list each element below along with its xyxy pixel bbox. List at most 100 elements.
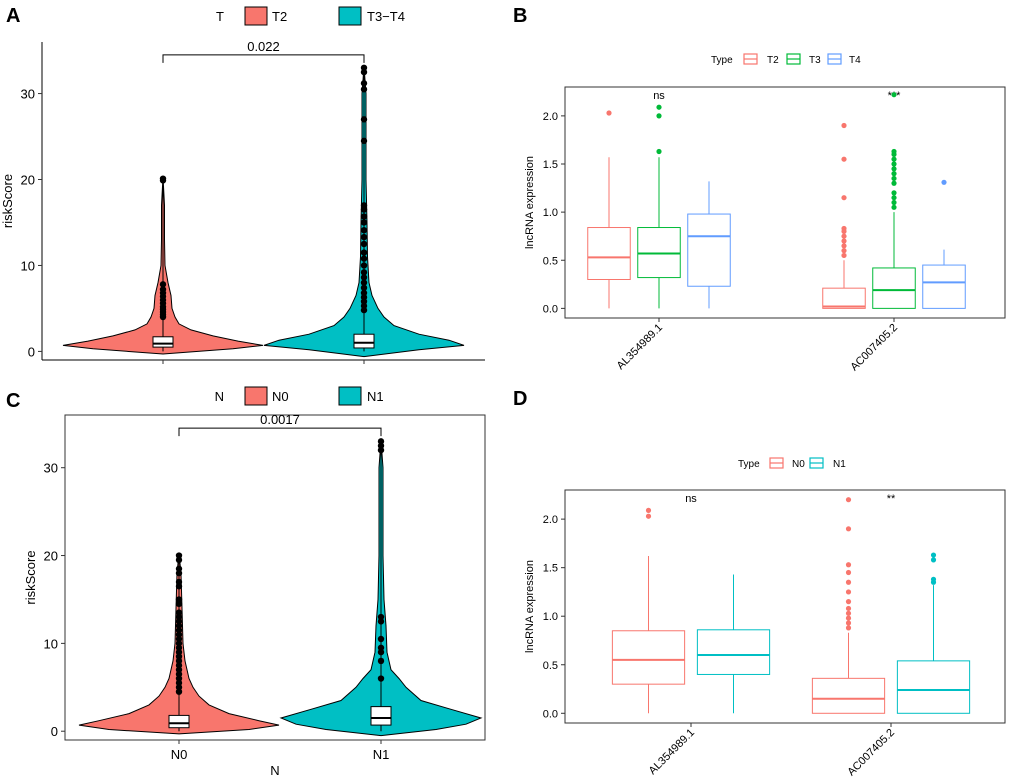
box-body [587,227,631,280]
outlier-point [845,615,852,621]
outlier-point [360,233,368,241]
violin-group [263,64,465,358]
outlier-point [159,281,167,288]
y-tick-label: 30 [44,461,58,476]
outlier-point [845,620,852,626]
outlier-point [891,148,897,155]
panel-letter: A [6,5,20,27]
violin-box [353,333,375,349]
y-tick-label: 1.5 [543,159,558,171]
legend-title: Type [711,55,733,66]
y-tick-label: 0 [51,724,58,739]
outlier-point [841,122,847,129]
outlier-point [360,213,368,220]
outlier-point [360,279,368,286]
outlier-point [845,589,852,595]
legend-label: N1 [367,389,384,404]
legend-label: T3 [809,55,821,66]
x-tick-label: N1 [373,747,390,762]
outlier-point [360,64,368,71]
outlier-point [841,248,847,254]
box-body [922,264,966,309]
outlier-point [360,240,368,248]
outlier-point [377,438,385,445]
legend-key-swatch [338,386,362,406]
violin-group [78,552,280,735]
box-body [811,677,886,714]
outlier-point [175,675,183,682]
outlier-point [656,113,662,119]
comparison-bracket [178,427,382,437]
outlier-point [930,557,937,563]
box-n0 [811,497,886,714]
outlier-point [841,156,847,162]
violin-box [370,706,392,726]
outlier-point [175,583,183,590]
y-tick-label: 2.0 [543,514,558,526]
outlier-point [377,613,385,621]
x-tick-label: AC007405.2 [848,322,900,374]
outlier-point [360,284,368,292]
legend-label: T4 [849,55,861,66]
outlier-point [360,116,368,123]
violin-box [152,336,174,348]
y-tick-label: 10 [44,636,58,651]
legend-label: T3−T4 [367,9,405,24]
legend-title: T [216,9,224,24]
box-body [687,213,731,287]
outlier-point [175,609,183,616]
legend-key [769,457,784,469]
outlier-point [175,627,183,634]
x-axis-title: N [270,763,279,778]
outlier-point [159,175,167,182]
violin-group [62,175,264,355]
outlier-point [841,233,847,239]
y-tick-label: 2.0 [543,111,558,123]
outlier-point [891,190,897,196]
outlier-point [377,635,385,643]
box-t4 [687,181,731,309]
outlier-point [360,86,368,93]
box-t3 [872,92,916,309]
panel-letter: B [513,5,527,27]
significance-label: ** [887,493,896,505]
legend-label: T2 [272,9,287,24]
significance-label: ns [653,90,665,102]
comparison-pvalue: 0.022 [247,39,280,54]
outlier-point [360,137,368,145]
legend-key [827,53,842,65]
outlier-point [841,238,847,244]
box-n0 [611,507,686,714]
outlier-point [175,666,183,673]
legend-key-swatch [244,6,268,26]
outlier-point [845,526,852,532]
box-t4 [922,179,966,309]
plot-panel-border [564,86,1006,319]
y-tick-label: 0.0 [543,708,558,720]
box-body [696,629,771,675]
outlier-point [377,644,385,651]
outlier-point [175,569,183,577]
y-tick-label: 0.0 [543,303,558,315]
outlier-point [175,600,183,608]
y-tick-label: 10 [21,258,35,273]
outlier-point [175,684,183,691]
outlier-point [891,180,897,186]
outlier-point [175,688,183,695]
y-axis-title: lncRNA expression [524,560,536,653]
outlier-point [175,644,183,651]
outlier-point [175,631,183,638]
violin-box [168,714,190,729]
outlier-point [175,662,183,669]
legend-key-swatch [244,386,268,406]
outlier-point [891,171,897,177]
y-tick-label: 0 [28,344,35,359]
outlier-point [377,657,385,665]
y-tick-label: 30 [21,87,35,102]
outlier-point [845,605,852,612]
box-body [822,287,866,309]
legend-label: N0 [272,389,289,404]
outlier-point [175,648,183,656]
panel-d: D Type N0 N1 0.0 0.5 1.0 1.5 2.0 lncRNA expressio… [513,388,1006,778]
